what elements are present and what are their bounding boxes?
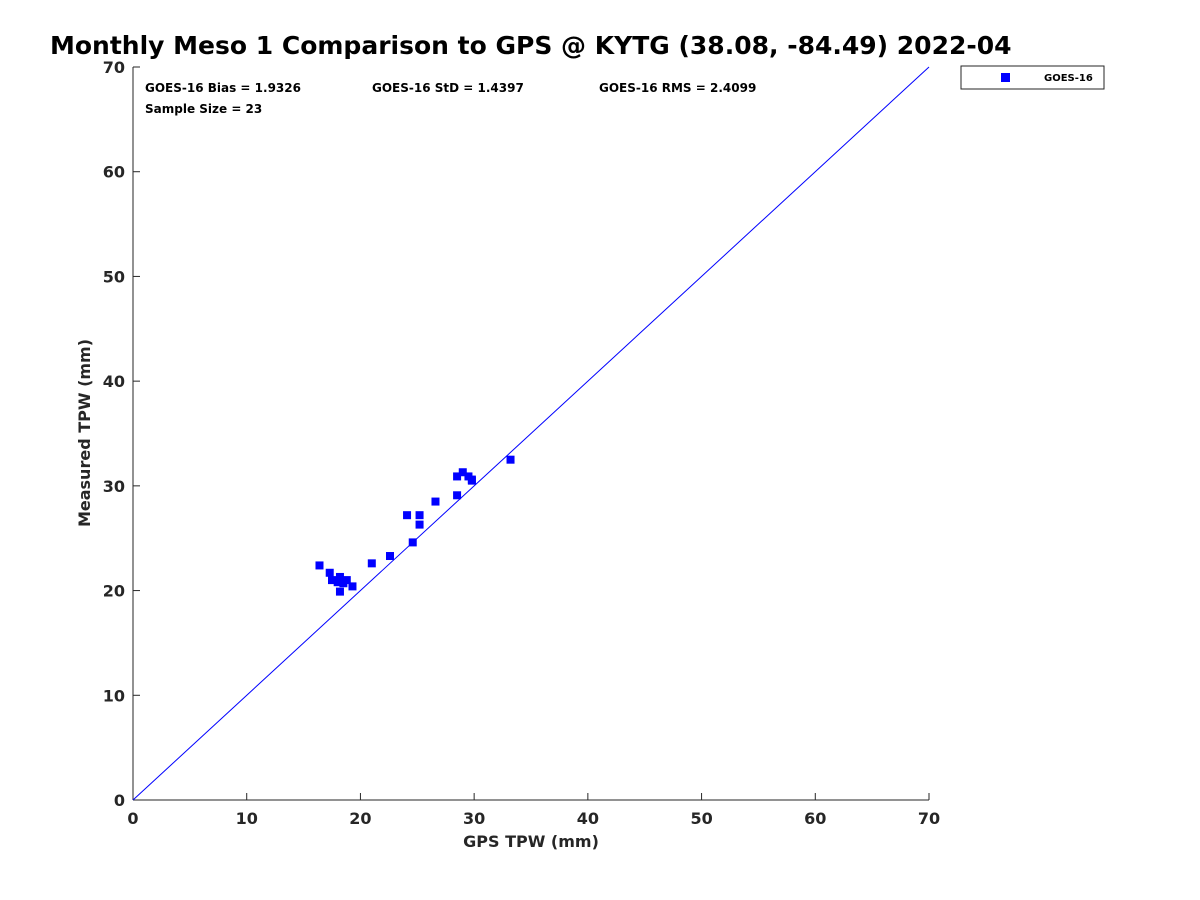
- legend: GOES-16: [960, 65, 1105, 90]
- data-point: [385, 552, 394, 561]
- data-point: [342, 576, 351, 585]
- rms-stat: GOES-16 RMS = 2.4099: [599, 81, 756, 95]
- x-axis-label: GPS TPW (mm): [463, 832, 599, 851]
- data-point: [408, 538, 417, 547]
- y-ticks: 0 10 20 30 40 50 60 70: [103, 58, 140, 810]
- y-tick-label: 70: [103, 58, 125, 77]
- x-tick-label: 0: [127, 809, 138, 828]
- y-tick-label: 30: [103, 477, 125, 496]
- y-tick-label: 40: [103, 372, 125, 391]
- data-point: [333, 578, 342, 587]
- x-tick-label: 20: [349, 809, 371, 828]
- y-tick-label: 10: [103, 686, 125, 705]
- chart-title: Monthly Meso 1 Comparison to GPS @ KYTG …: [50, 31, 1012, 60]
- data-point: [431, 497, 440, 506]
- x-tick-label: 10: [236, 809, 258, 828]
- data-point: [415, 511, 424, 520]
- data-points: [315, 455, 515, 596]
- data-point: [467, 475, 476, 484]
- data-point: [328, 576, 336, 585]
- x-tick-label: 30: [463, 809, 485, 828]
- y-tick-label: 60: [103, 163, 125, 182]
- data-point: [453, 472, 462, 481]
- data-point: [506, 455, 515, 464]
- x-tick-label: 40: [577, 809, 599, 828]
- sample-size-stat: Sample Size = 23: [145, 102, 262, 116]
- x-tick-label: 60: [804, 809, 826, 828]
- y-tick-label: 0: [114, 791, 125, 810]
- data-point: [335, 587, 344, 596]
- data-point: [335, 572, 344, 581]
- data-point: [367, 559, 376, 568]
- y-axis-label: Measured TPW (mm): [75, 339, 94, 527]
- bias-stat: GOES-16 Bias = 1.9326: [145, 81, 301, 95]
- x-ticks: 0 10 20 30 40 50 60 70: [127, 793, 940, 828]
- x-tick-label: 50: [690, 809, 712, 828]
- legend-box: [960, 65, 1105, 90]
- y-tick-label: 50: [103, 267, 125, 286]
- x-tick-label: 70: [918, 809, 940, 828]
- data-point: [415, 520, 424, 529]
- plot-area: 0 10 20 30 40 50 60 70 0 10 20 30 40 50 60 70: [103, 58, 940, 828]
- data-point: [325, 568, 334, 577]
- data-point: [403, 511, 412, 520]
- data-point: [458, 468, 467, 477]
- data-point: [348, 582, 357, 591]
- legend-marker-goes16: [1001, 73, 1010, 82]
- std-stat: GOES-16 StD = 1.4397: [372, 81, 524, 95]
- data-point: [453, 491, 462, 500]
- y-tick-label: 20: [103, 582, 125, 601]
- one-to-one-reference-line: [132, 66, 930, 801]
- legend-label-goes16: GOES-16: [1044, 73, 1093, 84]
- data-point: [315, 561, 324, 570]
